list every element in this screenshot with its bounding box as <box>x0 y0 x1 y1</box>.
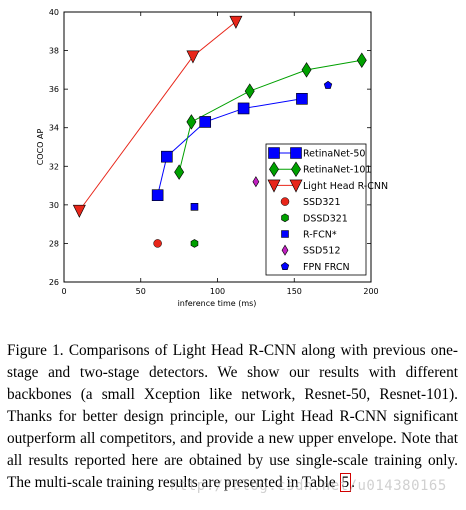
legend-label-retinanet-50: RetinaNet-50 <box>303 149 365 160</box>
data-point-retinanet-101 <box>244 83 255 99</box>
table-reference-link[interactable]: 5 <box>339 473 352 492</box>
data-point-light-head-r-cnn <box>229 15 243 29</box>
data-point-dssd321 <box>190 239 199 248</box>
data-point-retinanet-50 <box>151 189 164 202</box>
legend-label-r-fcn: R-FCN* <box>303 230 337 241</box>
legend-label-ssd512: SSD512 <box>303 246 341 257</box>
y-axis-label: COCO AP <box>36 129 45 166</box>
legend-marker-dssd321 <box>281 213 289 223</box>
chart: 0 50 100 150 200 26 28 30 32 34 36 38 40 COCO AP inf… <box>36 8 388 308</box>
y-tick-label: 30 <box>49 201 59 210</box>
x-tick-label: 0 <box>61 287 66 296</box>
legend-marker-light-head-r-cnn <box>267 179 281 193</box>
data-point-retinanet-101 <box>186 114 197 130</box>
legend-label-ssd321: SSD321 <box>303 197 341 208</box>
legend-label-fpn-frcn: FPN FRCN <box>303 262 350 273</box>
data-point-light-head-r-cnn <box>72 204 86 218</box>
y-tick-label: 40 <box>49 8 59 17</box>
legend-marker-fpn-frcn <box>280 262 290 270</box>
data-point-r-fcn <box>190 202 199 211</box>
data-point-retinanet-101 <box>174 164 185 180</box>
data-point-retinanet-50 <box>199 116 212 128</box>
legend-marker-ssd321 <box>280 197 290 206</box>
legend-marker-retinanet-50 <box>268 147 280 159</box>
legend: RetinaNet-50 RetinaNet-101 Light Head R-CN… <box>265 143 388 276</box>
data-point-fpn-frcn <box>323 80 333 89</box>
legend-marker-ssd512 <box>281 244 289 256</box>
data-points <box>72 15 367 248</box>
y-tick-label: 34 <box>49 124 59 133</box>
y-tick-label: 28 <box>49 239 59 248</box>
y-tick-label: 38 <box>49 47 59 56</box>
legend-marker-light-head-r-cnn <box>289 179 303 193</box>
legend-marker-retinanet-101 <box>291 161 301 177</box>
watermark: http://blog.csdn.net/u014380165 <box>170 478 447 494</box>
y-tick-label: 32 <box>49 162 59 171</box>
legend-marker-r-fcn <box>281 230 289 238</box>
x-tick-label: 100 <box>210 287 225 296</box>
data-point-retinanet-50 <box>237 102 250 115</box>
axis-ticks: 0 50 100 150 200 26 28 30 32 34 36 38 40 <box>49 8 379 296</box>
legend-label-dssd321: DSSD321 <box>303 213 348 224</box>
x-tick-label: 150 <box>287 287 302 296</box>
y-tick-label: 36 <box>49 85 59 94</box>
data-point-retinanet-101 <box>356 52 367 68</box>
x-tick-label: 50 <box>136 287 146 296</box>
caption-end: . <box>351 474 355 491</box>
caption-text: Figure 1. Comparisons of Light Head R-CN… <box>7 342 458 491</box>
y-tick-label: 26 <box>49 278 59 287</box>
data-point-retinanet-101 <box>301 62 312 78</box>
x-axis-label: inference time (ms) <box>178 299 257 308</box>
legend-label-retinanet-101: RetinaNet-101 <box>303 165 371 176</box>
legend-label-light-head-r-cnn: Light Head R-CNN <box>303 181 388 192</box>
figure-caption: Figure 1. Comparisons of Light Head R-CN… <box>7 340 458 494</box>
data-point-ssd512 <box>252 176 260 188</box>
legend-marker-retinanet-50 <box>290 147 302 159</box>
data-point-retinanet-50 <box>161 150 173 163</box>
data-point-retinanet-50 <box>296 92 308 105</box>
data-point-light-head-r-cnn <box>186 50 200 64</box>
legend-box <box>265 143 367 276</box>
legend-marker-retinanet-101 <box>269 161 279 177</box>
data-point-ssd321 <box>153 239 162 248</box>
x-tick-label: 200 <box>363 287 378 296</box>
